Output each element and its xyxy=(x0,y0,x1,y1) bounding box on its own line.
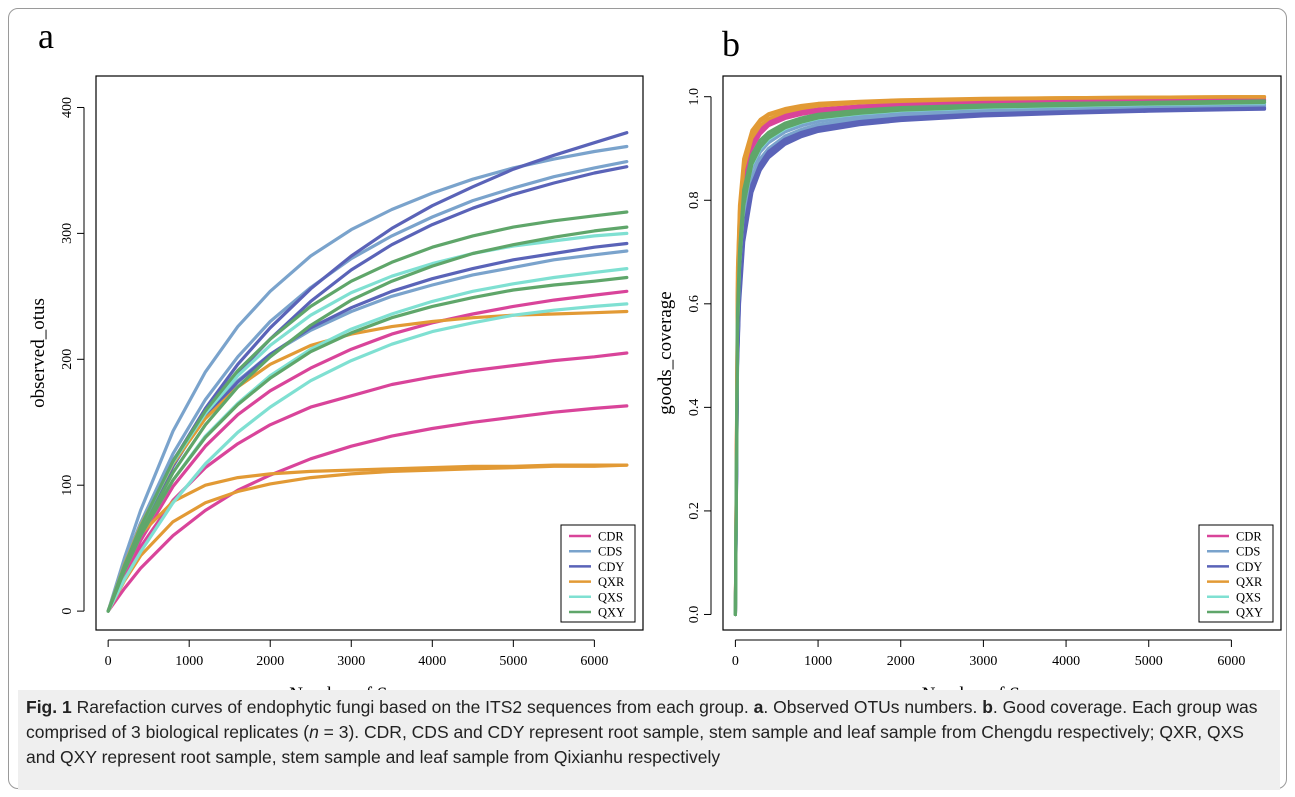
panel-a-curve-cds xyxy=(106,144,629,613)
panel-a-x-tick-label: 6000 xyxy=(580,654,608,669)
panel-a-x-tick-label: 4000 xyxy=(418,654,446,669)
panel-b-x-tick-label: 2000 xyxy=(887,654,915,669)
panel-a-legend-label-qxr: QXR xyxy=(598,575,625,589)
caption-panel-b: b xyxy=(982,697,993,717)
panel-a-curve-qxr xyxy=(106,463,629,613)
panel-b-curve-cdr xyxy=(733,98,1267,617)
panel-a-legend-label-qxy: QXY xyxy=(598,606,625,620)
panel-b-y-tick-label: 0.8 xyxy=(687,192,702,210)
panel-a-y-tick-label: 400 xyxy=(60,97,75,118)
panel-a-curve-qxy xyxy=(106,275,629,613)
panel-b-curve-cds xyxy=(733,105,1267,617)
panel-b-curve-cdy xyxy=(733,106,1267,617)
panel-b-y-tick-label: 0.6 xyxy=(687,295,702,313)
panel-b-legend-label-qxr: QXR xyxy=(1236,575,1263,589)
panel-a-y-axis-title: observed_otus xyxy=(28,298,49,408)
panel-a-curve-qxs xyxy=(106,302,629,613)
panel-b-curve-qxy xyxy=(733,99,1267,617)
panel-b-x-tick-label: 5000 xyxy=(1135,654,1163,669)
panel-b-y-tick-label: 1.0 xyxy=(687,88,702,106)
panel-b-legend-label-cds: CDS xyxy=(1236,545,1260,559)
panel-a-x-tick-label: 5000 xyxy=(499,654,527,669)
panel-a-legend-label-qxs: QXS xyxy=(598,590,623,604)
panel-a-y-tick-label: 100 xyxy=(60,475,75,496)
panel-a-curve-cdy xyxy=(106,241,629,613)
panel-b-legend-box xyxy=(1198,524,1274,623)
panel-a-curve-cds xyxy=(106,160,629,613)
figure-charts: a0100020003000400050006000Number of Sequ… xyxy=(28,16,1282,690)
panel-a-x-tick-label: 0 xyxy=(105,654,112,669)
panel-a-curve-cdr xyxy=(106,404,629,613)
panel-a-legend-box xyxy=(560,524,636,623)
panel-b-legend-label-qxs: QXS xyxy=(1236,590,1261,604)
panel-a-label: a xyxy=(38,16,54,56)
panel-a-y-tick-label: 200 xyxy=(60,349,75,370)
panel-b-curve-qxs xyxy=(733,100,1267,617)
caption-fig-label: Fig. 1 xyxy=(26,697,72,717)
panel-a-curve-cdr xyxy=(106,289,629,613)
figure-caption: Fig. 1 Rarefaction curves of endophytic … xyxy=(18,690,1280,790)
panel-b-curve-qxs xyxy=(733,100,1267,617)
panel-b-label: b xyxy=(722,24,740,64)
panel-b-curve-qxs xyxy=(733,101,1267,617)
panel-a-x-tick-label: 3000 xyxy=(337,654,365,669)
caption-text-1: Rarefaction curves of endophytic fungi b… xyxy=(71,697,754,717)
panel-a-x-axis-title: Number of Sequence xyxy=(289,684,449,690)
panel-a-curve-qxy xyxy=(106,210,629,613)
panel-b-y-tick-label: 0.2 xyxy=(687,502,702,520)
panel-b-curve-cdr xyxy=(733,98,1267,617)
panel-b-curve-cds xyxy=(733,103,1267,617)
panel-b-x-tick-label: 4000 xyxy=(1052,654,1080,669)
panel-b-legend-label-qxy: QXY xyxy=(1236,606,1263,620)
panel-b-curve-qxr xyxy=(733,95,1267,617)
panel-b-curve-qxy xyxy=(733,100,1267,617)
panel-b-y-tick-label: 0.4 xyxy=(687,399,702,417)
panel-a-y-tick-label: 300 xyxy=(60,223,75,244)
panel-b-curve-cdy xyxy=(733,107,1267,617)
panel-b-legend-label-cdr: CDR xyxy=(1236,530,1262,544)
panel-a-x-tick-label: 2000 xyxy=(256,654,284,669)
panel-a-curve-cdy xyxy=(106,131,629,613)
panel-b-x-axis-title: Number of Sequence xyxy=(922,684,1082,690)
panel-a-plot-frame xyxy=(95,75,644,631)
caption-text-3: . Good coverage. Each group was comprise… xyxy=(26,697,1258,742)
panel-a-curve-cdr xyxy=(106,351,629,613)
panel-a-legend-label-cds: CDS xyxy=(598,545,622,559)
panel-a-curve-qxs xyxy=(106,231,629,613)
panel-b-x-tick-label: 0 xyxy=(732,654,739,669)
panel-b-curve-qxr xyxy=(733,95,1267,617)
panel-b-x-tick-label: 6000 xyxy=(1217,654,1245,669)
panel-b-plot-frame xyxy=(722,75,1282,631)
caption-text-2: . Observed OTUs numbers. xyxy=(763,697,983,717)
panel-b-curve-cds xyxy=(733,104,1267,617)
panel-b-y-tick-label: 0.0 xyxy=(687,606,702,624)
panel-a-legend-label-cdy: CDY xyxy=(598,560,624,574)
panel-b-curve-qxr xyxy=(733,95,1267,617)
panel-a-y-tick-label: 0 xyxy=(60,608,75,615)
panel-b-curve-cdr xyxy=(733,97,1267,617)
panel-b-legend-label-cdy: CDY xyxy=(1236,560,1262,574)
caption-n: n xyxy=(309,722,319,742)
panel-b-y-axis-title: goods_coverage xyxy=(655,291,676,414)
panel-b-x-tick-label: 1000 xyxy=(804,654,832,669)
panel-a-curve-qxy xyxy=(106,225,629,613)
caption-text-4: = 3). CDR, CDS and CDY represent root sa… xyxy=(26,722,1244,767)
panel-a-x-tick-label: 1000 xyxy=(175,654,203,669)
panel-b-x-tick-label: 3000 xyxy=(969,654,997,669)
panel-a-legend-label-cdr: CDR xyxy=(598,530,624,544)
panel-b-curve-cdy xyxy=(733,106,1267,617)
panel-b-curve-qxy xyxy=(733,100,1267,617)
caption-panel-a: a xyxy=(753,697,764,717)
panel-a-curve-cdy xyxy=(106,165,629,613)
